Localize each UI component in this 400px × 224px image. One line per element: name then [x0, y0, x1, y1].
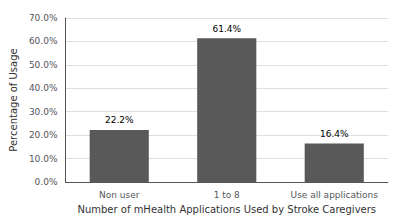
svg-text:Percentage of Usage: Percentage of Usage — [8, 48, 19, 151]
svg-text:16.4%: 16.4% — [320, 129, 349, 139]
svg-text:10.0%: 10.0% — [29, 154, 58, 164]
svg-text:50.0%: 50.0% — [29, 60, 58, 70]
svg-text:61.4%: 61.4% — [212, 24, 241, 34]
svg-text:60.0%: 60.0% — [29, 36, 58, 46]
svg-text:0.0%: 0.0% — [35, 177, 58, 187]
svg-text:Use all applications: Use all applications — [291, 190, 379, 200]
svg-text:1 to 8: 1 to 8 — [214, 190, 240, 200]
svg-text:30.0%: 30.0% — [29, 107, 58, 117]
svg-text:22.2%: 22.2% — [105, 115, 134, 125]
svg-text:40.0%: 40.0% — [29, 83, 58, 93]
svg-text:Number of mHealth Applications: Number of mHealth Applications Used by S… — [77, 204, 376, 215]
svg-text:Non user: Non user — [99, 190, 140, 200]
svg-text:70.0%: 70.0% — [29, 13, 58, 23]
svg-text:20.0%: 20.0% — [29, 130, 58, 140]
